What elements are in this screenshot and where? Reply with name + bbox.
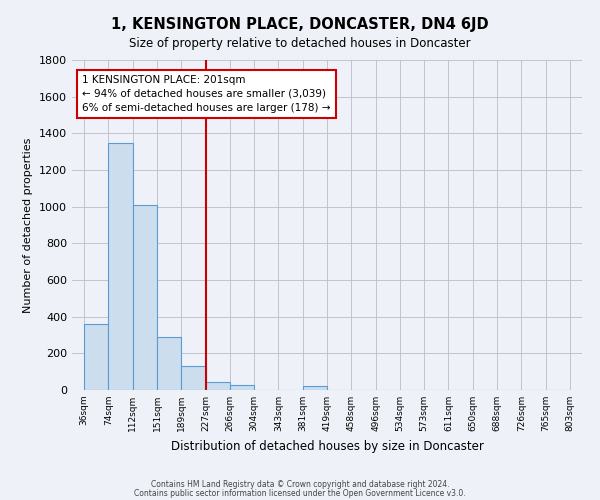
Bar — [133, 205, 157, 390]
X-axis label: Distribution of detached houses by size in Doncaster: Distribution of detached houses by size … — [170, 440, 484, 452]
Y-axis label: Number of detached properties: Number of detached properties — [23, 138, 34, 312]
Bar — [181, 366, 206, 390]
Bar — [109, 144, 133, 390]
Text: 1 KENSINGTON PLACE: 201sqm
← 94% of detached houses are smaller (3,039)
6% of se: 1 KENSINGTON PLACE: 201sqm ← 94% of deta… — [82, 75, 331, 113]
Text: Contains HM Land Registry data © Crown copyright and database right 2024.: Contains HM Land Registry data © Crown c… — [151, 480, 449, 489]
Bar — [206, 382, 230, 390]
Text: 1, KENSINGTON PLACE, DONCASTER, DN4 6JD: 1, KENSINGTON PLACE, DONCASTER, DN4 6JD — [111, 18, 489, 32]
Bar — [157, 337, 181, 390]
Bar — [230, 386, 254, 390]
Text: Size of property relative to detached houses in Doncaster: Size of property relative to detached ho… — [129, 38, 471, 51]
Bar — [84, 324, 109, 390]
Text: Contains public sector information licensed under the Open Government Licence v3: Contains public sector information licen… — [134, 488, 466, 498]
Bar — [303, 386, 327, 390]
